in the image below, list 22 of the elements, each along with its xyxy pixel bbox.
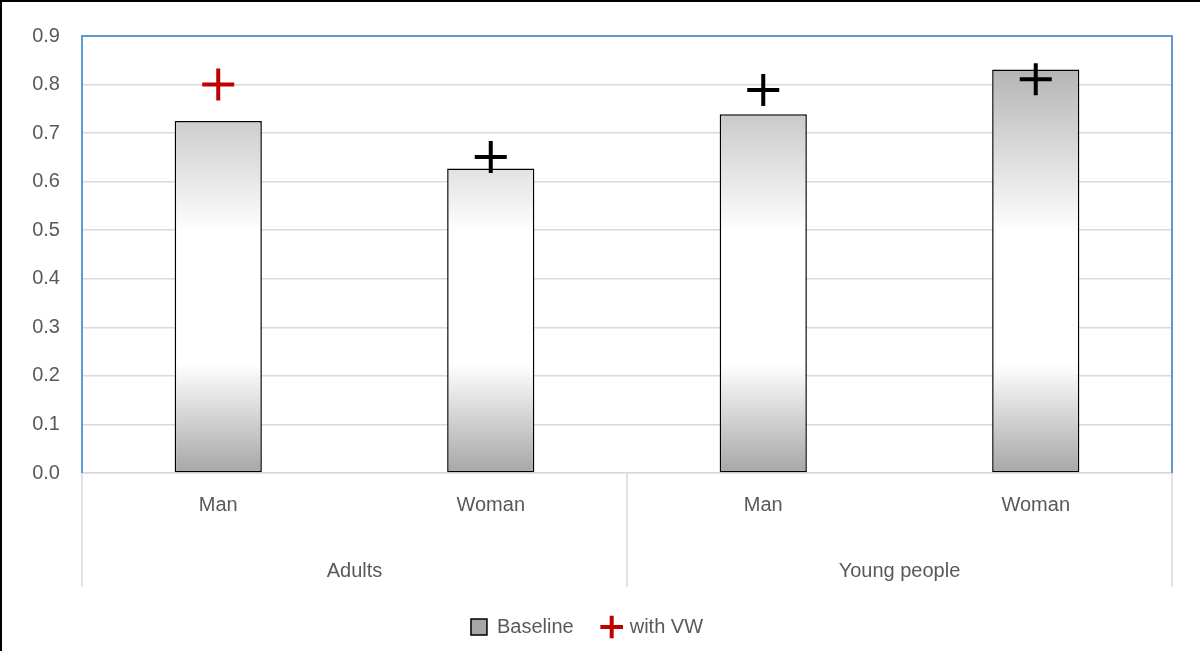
y-tick-label: 0.9 [32,23,60,46]
y-tick-label: 0.8 [32,72,60,95]
y-tick-label: 0.7 [32,120,60,143]
y-tick-label: 0.4 [32,266,60,289]
y-tick-label: 0.2 [32,363,60,386]
x-tick-label: Woman [456,492,526,515]
y-tick-label: 0.0 [32,460,60,483]
point [474,140,507,173]
point [202,68,235,101]
point [747,73,780,106]
y-tick-label: 0.5 [32,217,60,240]
legend-label: with VW [628,614,704,637]
text: Young people [838,558,961,581]
point [1019,63,1052,96]
x-tick-label: Woman [1001,492,1071,515]
legend-label: Baseline [496,614,574,637]
x-tick-label: Man [743,492,783,515]
x-tick-label: Man [198,492,238,515]
text: Adults [326,558,383,581]
y-tick-label: 0.3 [32,314,60,337]
y-tick-label: 0.1 [32,411,60,434]
y-tick-label: 0.6 [32,169,60,192]
